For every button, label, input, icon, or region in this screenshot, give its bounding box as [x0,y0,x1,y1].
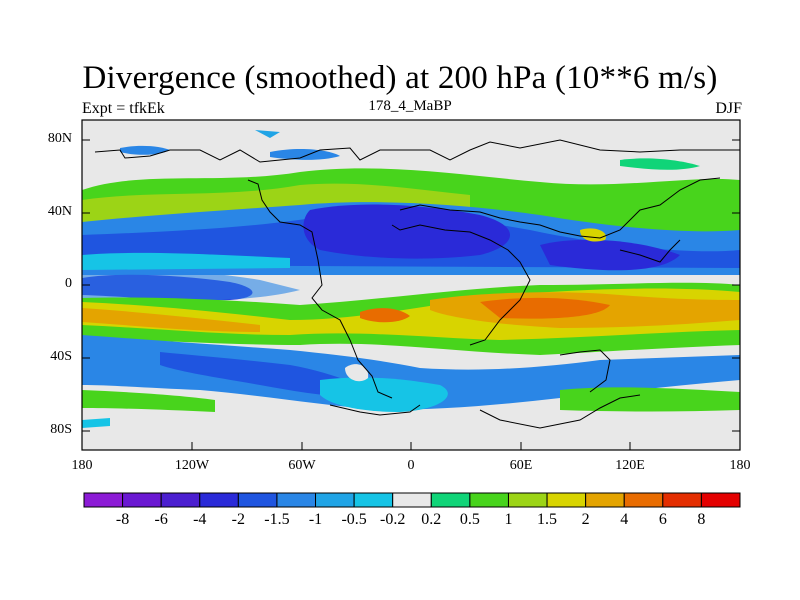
colorbar-label: 1.5 [537,511,558,528]
colorbar-label: -1.5 [264,511,290,528]
x-tick-label: 180 [729,458,751,473]
colorbar-label: -8 [115,511,130,528]
colorbar-swatch [662,492,702,508]
coastlines [94,139,740,429]
colorbar-label: 6 [658,511,667,528]
x-tick-label: 120E [615,458,645,473]
colorbar-label: 1 [504,511,513,528]
colorbar-swatch [623,492,664,508]
colorbar [83,492,741,508]
x-tick-label: 0 [407,458,415,473]
colorbar-label: 2 [581,511,590,528]
experiment-label: Expt = tfkEk [82,100,165,117]
colorbar-swatch [237,492,278,508]
colorbar-swatch [507,492,548,508]
colorbar-swatch [469,492,509,508]
colorbar-swatch [392,492,432,508]
colorbar-swatch [122,492,162,508]
plot-title: Divergence (smoothed) at 200 hPa (10**6 … [82,60,718,96]
divergence-field [82,130,740,428]
y-tick-label: 80S [50,422,72,437]
colorbar-swatch [700,492,741,508]
colorbar-swatch [430,492,471,508]
colorbar-swatch [315,492,355,508]
season-label: DJF [715,100,742,117]
colorbar-label: 4 [620,511,629,528]
colorbar-label: -0.2 [380,511,406,528]
colorbar-label: -2 [231,511,245,528]
colorbar-swatch [546,492,587,508]
colorbar-swatch [585,492,625,508]
colorbar-label: -4 [193,511,207,528]
x-tick-label: 60W [288,458,316,473]
colorbar-swatch [276,492,317,508]
colorbar-label: 0.5 [459,511,480,528]
y-tick-label: 0 [65,276,72,291]
colorbar-swatch [199,492,239,508]
x-tick-label: 120W [174,458,210,473]
x-tick-label: 180 [71,458,93,473]
y-tick-label: 40S [50,349,72,364]
colorbar-label: -1 [308,511,323,528]
colorbar-swatch [83,492,124,508]
y-tick-label: 40N [47,204,72,219]
y-tick-label: 80N [47,131,72,146]
x-tick-label: 60E [509,458,533,473]
x-tick-marks [81,442,741,450]
colorbar-label: 0.2 [421,511,442,528]
colorbar-label: -6 [154,511,168,528]
y-tick-marks [82,139,740,432]
colorbar-label: 8 [697,511,706,528]
colorbar-swatch [353,492,394,508]
case-label: 178_4_MaBP [368,98,452,114]
colorbar-swatch [160,492,201,508]
colorbar-label: -0.5 [341,511,367,528]
